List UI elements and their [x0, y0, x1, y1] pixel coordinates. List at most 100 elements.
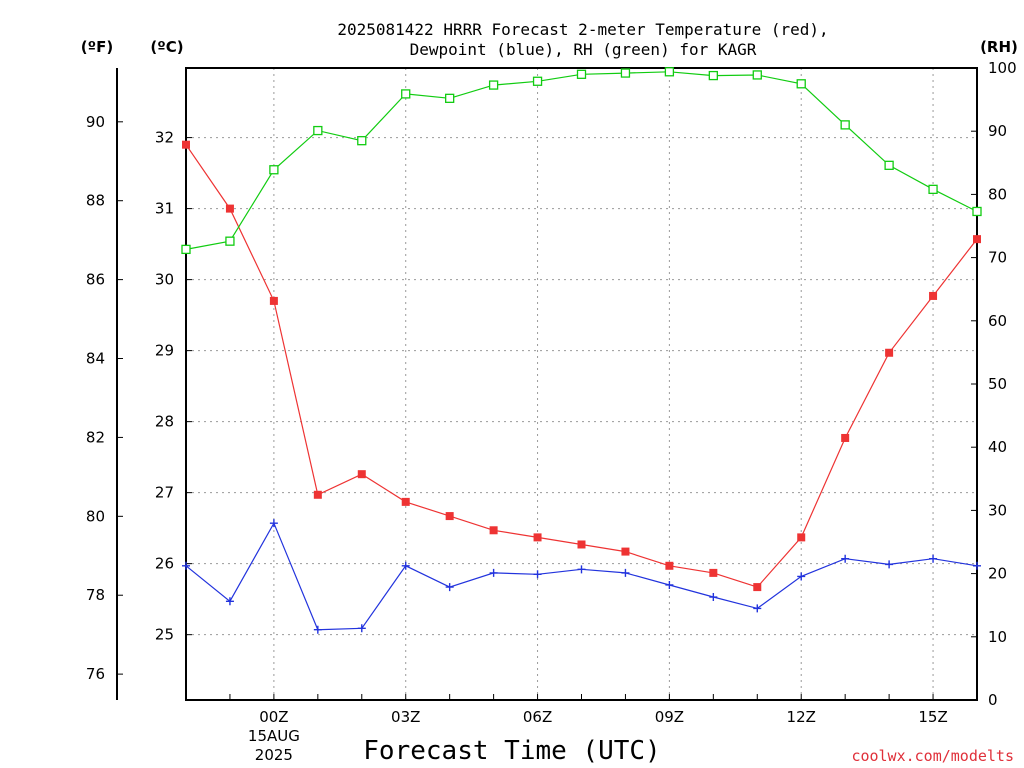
dewpoint-point [313, 625, 322, 634]
temperature-point [841, 433, 850, 442]
rh-point [708, 70, 718, 81]
temperature-point [489, 526, 498, 535]
fahrenheit-tick-label: 90 [86, 113, 105, 131]
dewpoint-point [577, 565, 586, 574]
dewpoint-point [753, 604, 762, 613]
temperature-series [182, 140, 981, 592]
temperature-point [973, 235, 981, 244]
rh-tick-label: 80 [988, 185, 1007, 203]
temperature-point [225, 204, 234, 213]
dewpoint-point [929, 554, 938, 563]
celsius-tick-label: 27 [155, 484, 174, 502]
rh-tick-label: 30 [988, 501, 1007, 519]
x-tick-date-label: 15AUG [248, 727, 300, 745]
dewpoint-point [973, 561, 981, 570]
rh-point [620, 68, 631, 78]
dewpoint-point [665, 580, 674, 589]
dewpoint-point [841, 554, 850, 563]
dewpoint-point [621, 568, 630, 577]
data-series [181, 67, 982, 634]
rh-unit-label: (RH) [980, 38, 1018, 56]
dewpoint-line [185, 521, 978, 631]
celsius-unit-label: (ºC) [150, 38, 183, 56]
rh-point [401, 89, 411, 99]
rh-point [796, 79, 806, 89]
celsius-tick-label: 26 [155, 555, 174, 573]
dewpoint-point [533, 570, 542, 579]
temperature-point [401, 497, 410, 506]
rh-point [445, 93, 455, 103]
celsius-tick-label: 30 [155, 271, 174, 289]
temperature-point [577, 540, 586, 549]
dewpoint-point [225, 597, 234, 606]
credit-link[interactable]: coolwx.com/modelts [851, 747, 1014, 765]
fahrenheit-tick-label: 80 [86, 507, 105, 525]
rh-tick-label: 0 [988, 691, 998, 709]
rh-point [225, 236, 235, 246]
rh-tick-label: 60 [988, 312, 1007, 330]
rh-tick-label: 50 [988, 375, 1007, 393]
x-tick-year-label: 2025 [255, 746, 293, 764]
dewpoint-point [709, 593, 718, 602]
axes [116, 67, 978, 701]
temperature-point [533, 533, 542, 542]
x-tick-label: 03Z [391, 708, 420, 726]
fahrenheit-tick-label: 88 [86, 192, 105, 210]
rh-tick-label: 70 [988, 249, 1007, 267]
dewpoint-point [182, 561, 190, 570]
rh-point [357, 136, 367, 146]
temperature-point [269, 296, 278, 305]
dewpoint-point [489, 568, 498, 577]
x-tick-label: 00Z [259, 708, 288, 726]
temperature-point [929, 291, 938, 300]
dewpoint-point [401, 561, 410, 570]
rh-point [181, 244, 191, 255]
rh-point [840, 120, 850, 130]
temperature-point [445, 512, 454, 521]
x-axis-label: Forecast Time (UTC) [363, 736, 660, 766]
temperature-point [182, 140, 190, 149]
celsius-tick-label: 28 [155, 413, 174, 431]
x-tick-label: 09Z [655, 708, 684, 726]
x-tick-label: 06Z [523, 708, 552, 726]
rh-point [664, 67, 675, 77]
rh-tick-label: 40 [988, 438, 1007, 456]
grid-lines [186, 68, 977, 700]
fahrenheit-tick-label: 84 [86, 350, 105, 368]
temperature-line [185, 144, 978, 588]
temperature-point [709, 568, 718, 577]
dewpoint-point [885, 560, 894, 569]
temperature-point [885, 348, 894, 357]
rh-series [181, 67, 982, 255]
rh-tick-label: 90 [988, 122, 1007, 140]
chart-title-line1: 2025081422 HRRR Forecast 2-meter Tempera… [337, 20, 828, 39]
x-tick-label: 12Z [787, 708, 816, 726]
fahrenheit-unit-label: (ºF) [81, 38, 113, 56]
rh-point [576, 69, 587, 79]
celsius-tick-label: 31 [155, 200, 174, 218]
rh-point [752, 70, 762, 80]
rh-point [972, 206, 982, 217]
x-tick-label: 15Z [918, 708, 947, 726]
fahrenheit-tick-label: 78 [86, 586, 105, 604]
chart-title-line2: Dewpoint (blue), RH (green) for KAGR [410, 40, 757, 59]
rh-point [532, 76, 543, 86]
rh-point [269, 165, 279, 175]
rh-tick-label: 100 [988, 59, 1017, 77]
rh-tick-label: 10 [988, 628, 1007, 646]
dewpoint-point [269, 519, 278, 528]
temperature-point [621, 547, 630, 556]
temperature-point [753, 583, 762, 592]
dewpoint-point [445, 583, 454, 592]
fahrenheit-tick-label: 86 [86, 271, 105, 289]
tick-labels: 76 78 80 82 84 86 88 90 25 26 27 28 29 30 31 32 0 10 20 30 4… [86, 59, 1017, 764]
dewpoint-point [357, 624, 366, 633]
rh-point [313, 125, 323, 136]
rh-line [185, 71, 978, 250]
fahrenheit-tick-label: 82 [86, 428, 105, 446]
rh-point [884, 160, 894, 170]
rh-point [488, 80, 499, 90]
celsius-tick-label: 29 [155, 342, 174, 360]
fahrenheit-tick-label: 76 [86, 665, 105, 683]
